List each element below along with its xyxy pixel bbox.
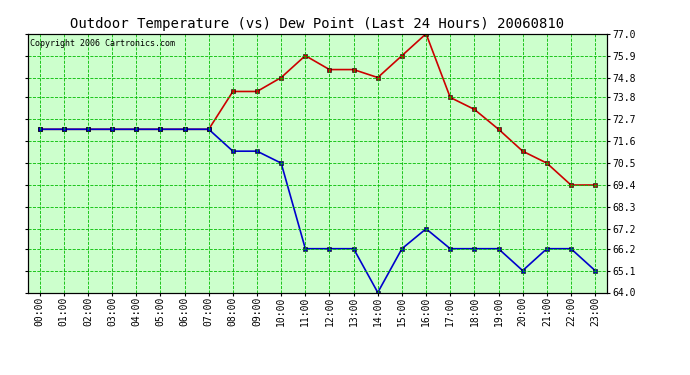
Text: Copyright 2006 Cartronics.com: Copyright 2006 Cartronics.com xyxy=(30,39,175,48)
Title: Outdoor Temperature (vs) Dew Point (Last 24 Hours) 20060810: Outdoor Temperature (vs) Dew Point (Last… xyxy=(70,17,564,31)
